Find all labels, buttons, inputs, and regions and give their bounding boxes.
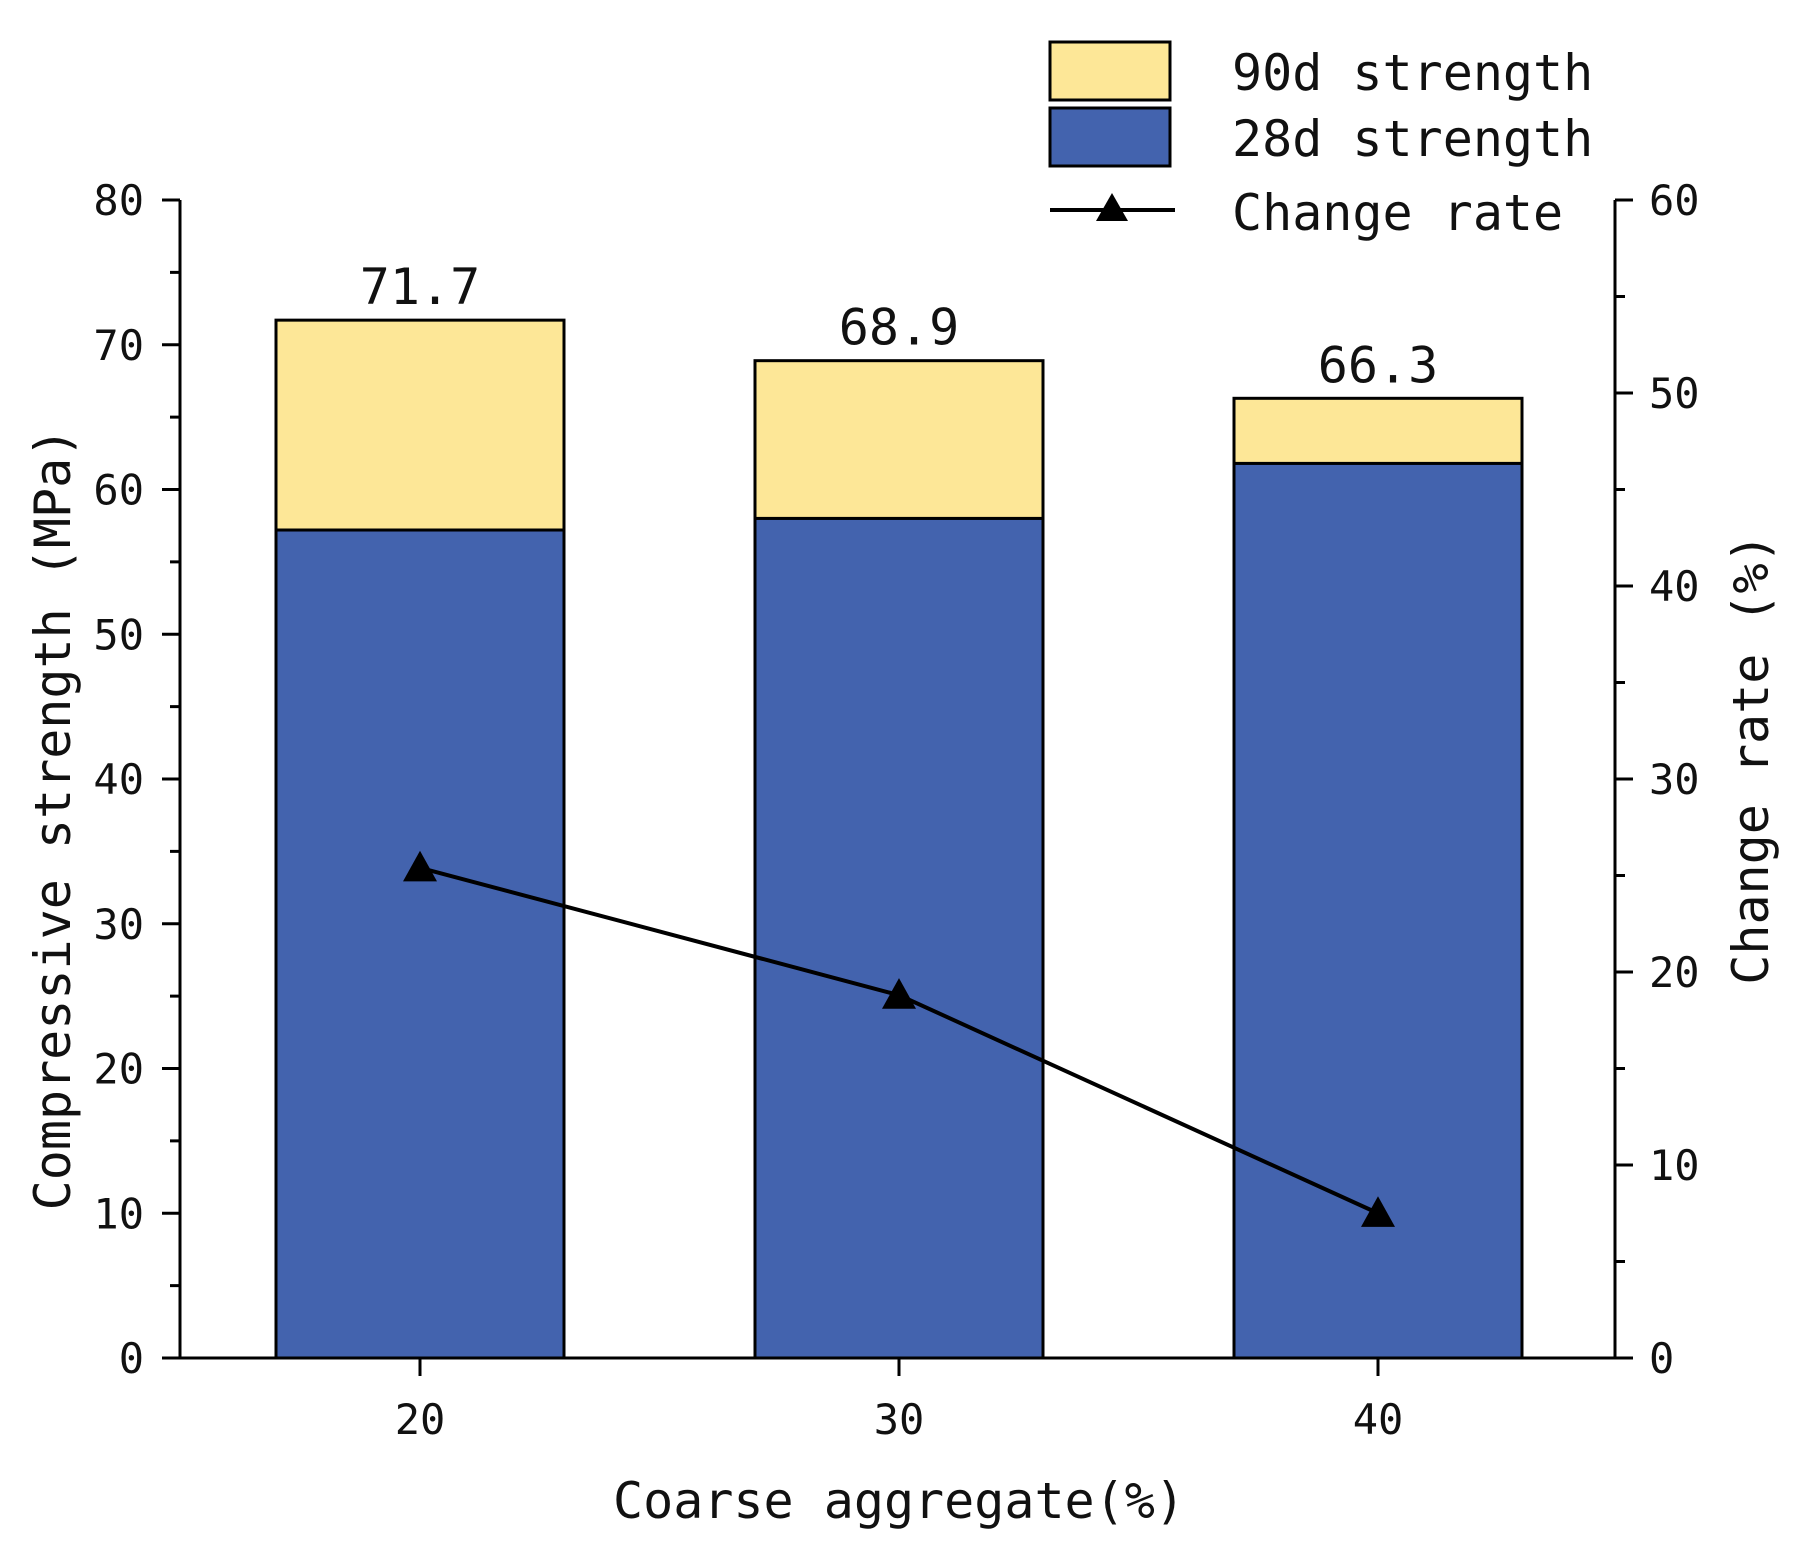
right-tick-label-40: 40 (1649, 562, 1700, 611)
left-tick-label-20: 20 (93, 1045, 144, 1094)
data-label-40: 66.3 (1318, 336, 1438, 394)
change-rate-marker-20 (403, 850, 437, 882)
left-tick-label-50: 50 (93, 610, 144, 659)
legend-swatch-28d (1048, 106, 1172, 168)
right-tick-label-50: 50 (1649, 369, 1700, 418)
axes-layer: 0 10 20 30 40 50 60 70 80 0 10 20 30 40 50 60 20 30 40 Coar… (24, 176, 1780, 1530)
left-axis-title: Compressive strength (MPa) (24, 428, 82, 1211)
x-axis-title: Coarse aggregate(%) (613, 1472, 1185, 1530)
left-tick-label-30: 30 (93, 900, 144, 949)
right-tick-label-10: 10 (1649, 1141, 1700, 1190)
legend-label-90d: 90d strength (1232, 44, 1593, 102)
legend-label-change-rate: Change rate (1232, 184, 1563, 242)
bar-28d-20 (274, 528, 566, 1360)
right-axis-title: Change rate (%) (1722, 533, 1780, 985)
x-tick-label-40: 40 (1353, 1395, 1404, 1444)
left-tick-label-80: 80 (93, 176, 144, 225)
left-tick-label-10: 10 (93, 1189, 144, 1238)
right-tick-label-60: 60 (1649, 176, 1700, 225)
right-tick-label-30: 30 (1649, 755, 1700, 804)
labels-layer: 71.7 68.9 66.3 (360, 258, 1438, 394)
x-tick-label-20: 20 (395, 1395, 446, 1444)
x-tick-label-30: 30 (874, 1395, 925, 1444)
change-rate-layer (403, 850, 1395, 1227)
left-tick-label-0: 0 (119, 1334, 144, 1383)
legend: 90d strength 28d strength Change rate (1048, 40, 1593, 242)
legend-marker-change-rate (1096, 193, 1128, 221)
bars-layer (274, 318, 1524, 1360)
legend-swatch-90d (1048, 40, 1172, 102)
data-label-20: 71.7 (360, 258, 480, 316)
right-tick-label-20: 20 (1649, 948, 1700, 997)
right-tick-label-0: 0 (1649, 1334, 1674, 1383)
bar-90d-20 (274, 318, 566, 532)
legend-label-28d: 28d strength (1232, 110, 1593, 168)
bar-28d-30 (753, 516, 1045, 1360)
change-rate-marker-40 (1361, 1196, 1395, 1227)
left-tick-label-40: 40 (93, 755, 144, 804)
bar-90d-40 (1232, 396, 1524, 465)
data-label-30: 68.9 (839, 299, 959, 357)
left-tick-label-70: 70 (93, 321, 144, 370)
bar-90d-30 (753, 359, 1045, 520)
change-rate-marker-30 (882, 978, 916, 1009)
left-tick-label-60: 60 (93, 466, 144, 515)
